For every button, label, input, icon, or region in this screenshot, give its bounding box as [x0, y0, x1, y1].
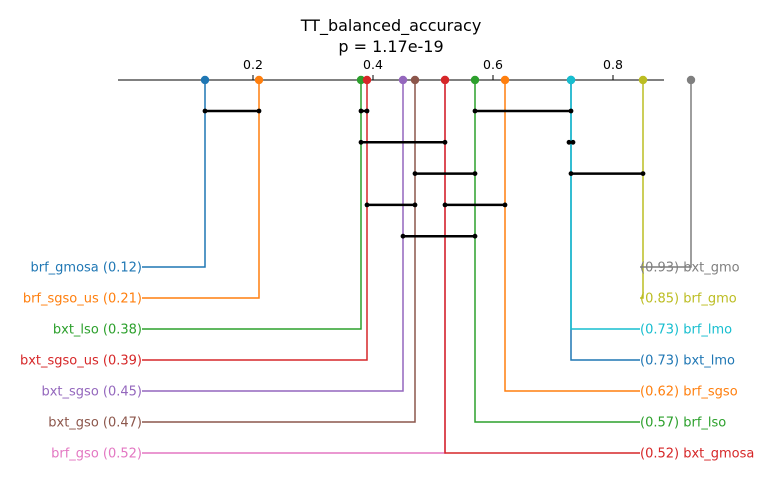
tick-label: 0.2: [243, 57, 263, 72]
method-connector: [142, 80, 260, 299]
clique-end: [568, 108, 574, 114]
method-connector: [142, 80, 404, 392]
method-marker: [356, 75, 366, 85]
method-connector: [640, 80, 644, 299]
method-marker: [686, 75, 696, 85]
clique-end: [364, 202, 370, 208]
clique-end: [640, 171, 646, 177]
clique-end: [412, 171, 418, 177]
method-connector: [142, 80, 368, 361]
clique-end: [570, 139, 576, 145]
method-marker: [638, 75, 648, 85]
clique-end: [358, 139, 364, 145]
method-connector: [570, 80, 640, 330]
method-connector: [142, 80, 206, 268]
clique-end: [400, 233, 406, 239]
chart-title: TT_balanced_accuracy: [300, 16, 482, 36]
method-marker: [254, 75, 264, 85]
method-label: brf_gmosa (0.12): [30, 261, 142, 276]
clique-end: [566, 139, 572, 145]
method-connector: [504, 80, 640, 392]
clique-end: [256, 108, 262, 114]
clique-end: [364, 108, 370, 114]
tick-label: 0.4: [363, 57, 383, 72]
clique-end: [412, 202, 418, 208]
method-marker: [200, 75, 210, 85]
method-label: (0.85) brf_gmo: [640, 292, 737, 307]
clique-end: [442, 139, 448, 145]
tick-label: 0.8: [603, 57, 623, 72]
method-marker: [398, 75, 408, 85]
method-label: (0.73) bxt_lmo: [640, 354, 735, 369]
method-connector: [474, 80, 640, 423]
method-marker: [410, 75, 420, 85]
method-label: bxt_sgso_us (0.39): [20, 354, 142, 369]
method-marker: [470, 75, 480, 85]
method-label: bxt_gso (0.47): [48, 416, 142, 431]
clique-end: [568, 171, 574, 177]
method-label: bxt_sgso (0.45): [41, 385, 142, 400]
clique-end: [202, 108, 208, 114]
method-connector: [142, 80, 416, 423]
method-label: (0.57) brf_lso: [640, 416, 726, 431]
method-label: brf_sgso_us (0.21): [23, 292, 142, 307]
chart-subtitle: p = 1.17e-19: [338, 37, 443, 56]
method-connector: [640, 80, 692, 268]
clique-end: [358, 108, 364, 114]
method-label: (0.62) brf_sgso: [640, 385, 738, 400]
method-marker: [566, 75, 576, 85]
clique-end: [442, 202, 448, 208]
method-marker: [500, 75, 510, 85]
method-marker: [440, 75, 450, 85]
method-connector: [142, 80, 362, 330]
clique-end: [472, 171, 478, 177]
method-marker: [362, 75, 372, 85]
method-label: (0.52) bxt_gmosa: [640, 447, 754, 462]
method-connector: [570, 80, 640, 361]
method-label: (0.73) brf_lmo: [640, 323, 732, 338]
method-label: (0.93) bxt_gmo: [640, 261, 740, 276]
method-label: brf_gso (0.52): [51, 447, 142, 462]
method-label: bxt_lso (0.38): [53, 323, 142, 338]
tick-label: 0.6: [483, 57, 503, 72]
clique-end: [472, 233, 478, 239]
clique-end: [472, 108, 478, 114]
clique-end: [502, 202, 508, 208]
